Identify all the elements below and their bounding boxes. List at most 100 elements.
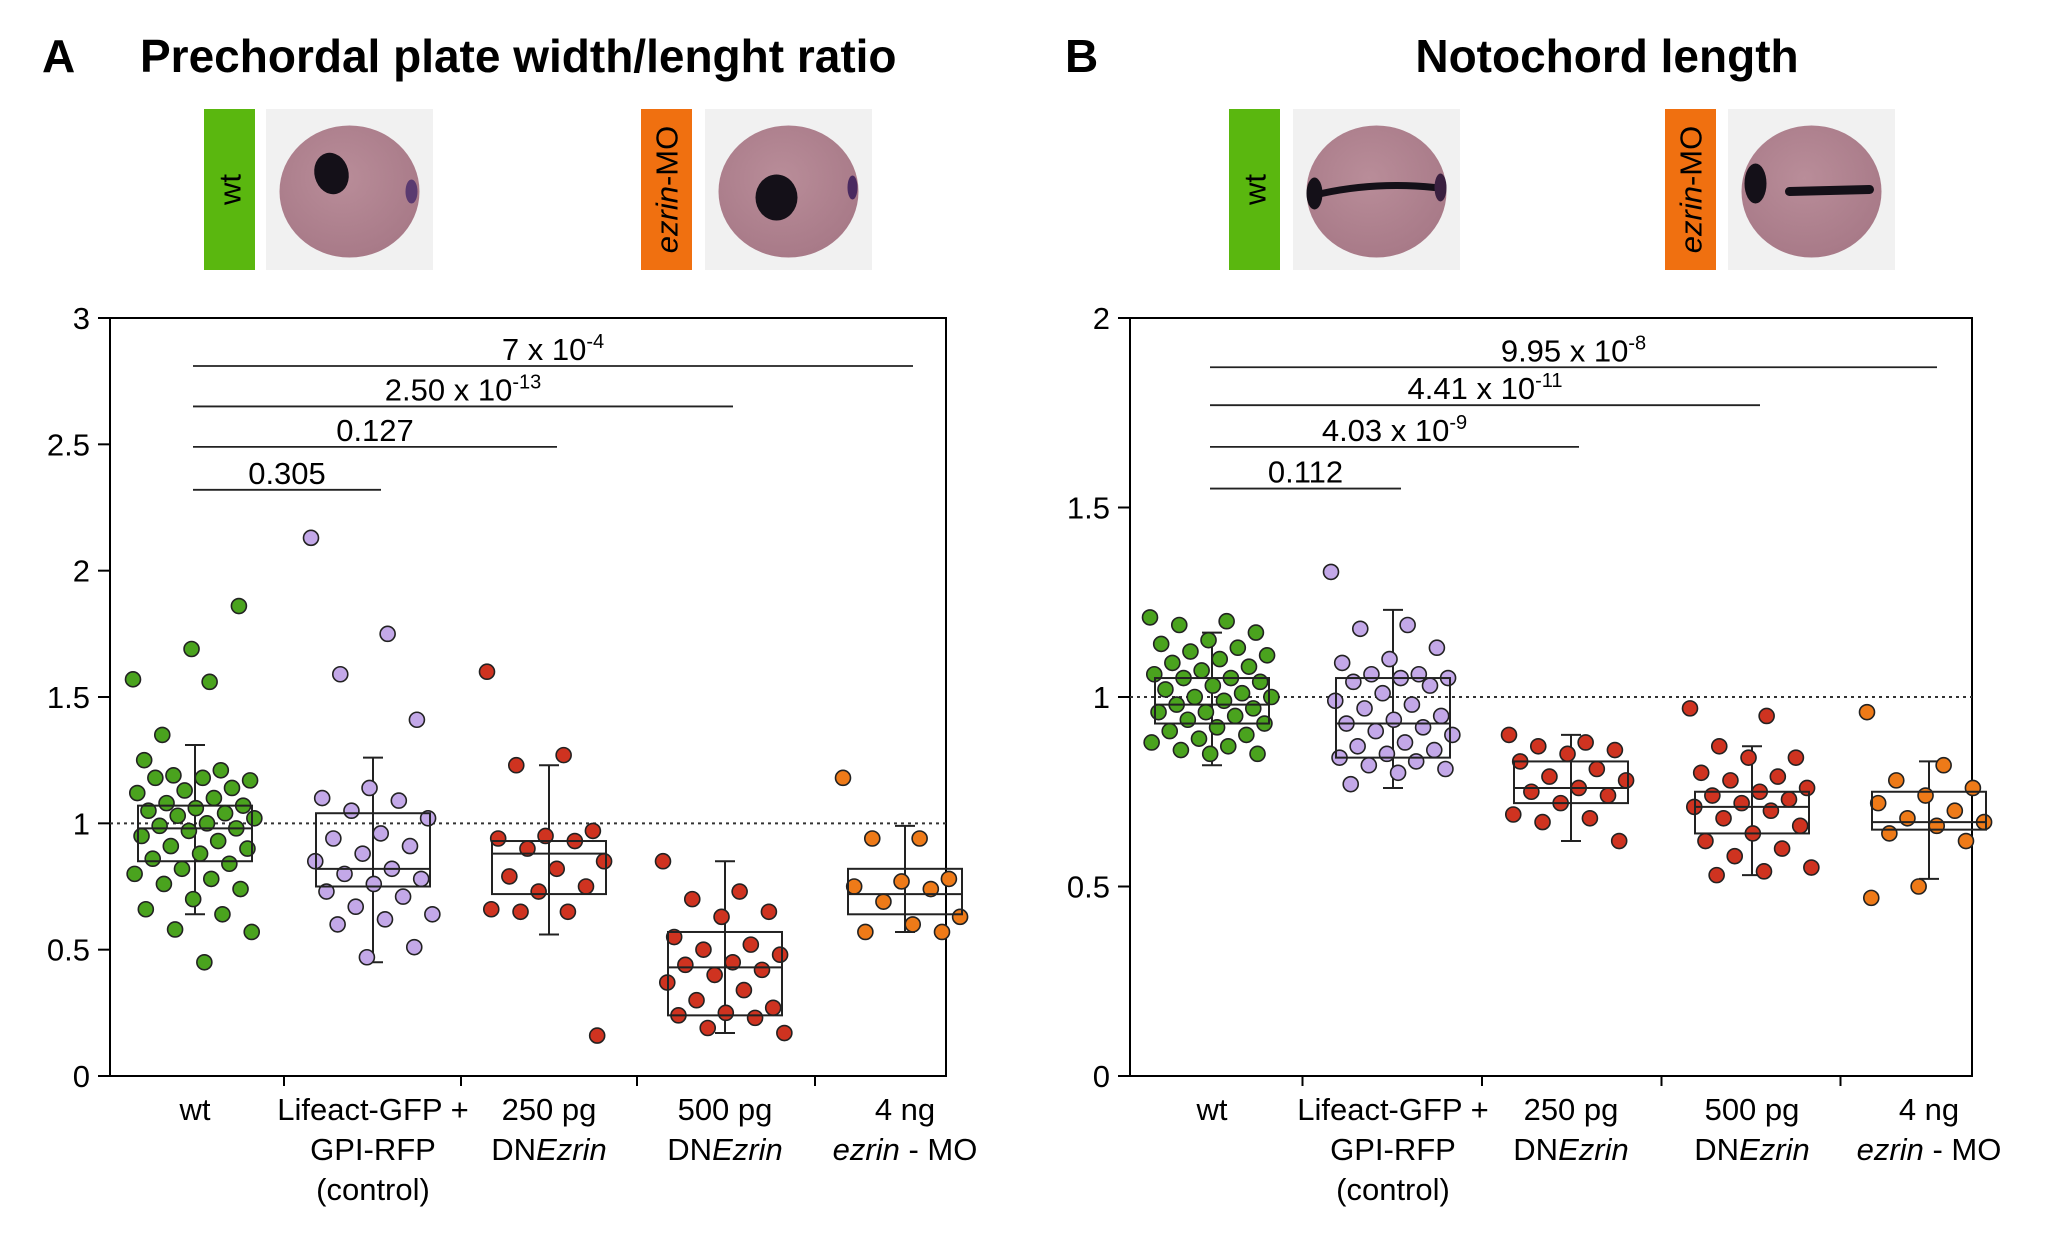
data-point [1437, 760, 1454, 778]
y-tick-label: 0.5 [47, 933, 90, 968]
data-point [1917, 787, 1934, 804]
data-point [424, 905, 441, 923]
data-point [478, 663, 496, 681]
data-point [654, 852, 672, 870]
data-point [1444, 726, 1461, 744]
embryo-body [1306, 125, 1447, 258]
data-point [128, 784, 146, 802]
data-point [588, 1027, 606, 1044]
data-group [1141, 609, 1280, 767]
data-point [196, 953, 213, 971]
data-point [1349, 737, 1366, 755]
data-point [1887, 772, 1905, 789]
data-point [1226, 707, 1244, 725]
data-point [764, 999, 782, 1017]
data-point [1244, 700, 1262, 717]
data-point [1432, 707, 1450, 725]
data-point [482, 900, 500, 918]
data-point [166, 921, 184, 938]
data-point [1504, 806, 1522, 823]
data-point [1193, 662, 1210, 679]
data-point [1152, 635, 1170, 653]
data-point [1197, 703, 1215, 721]
data-point [893, 873, 910, 890]
data-point [1190, 730, 1208, 747]
box [1871, 790, 1987, 831]
data-point [1389, 764, 1407, 782]
data-point [336, 865, 353, 883]
data-point [595, 852, 613, 870]
y-tick-label: 1.5 [1067, 491, 1110, 526]
data-point [140, 802, 157, 820]
data-point [325, 830, 342, 847]
data-point [1229, 639, 1247, 657]
embryo-thumbnail: ezrin-MO [641, 109, 872, 270]
data-point [1710, 737, 1728, 755]
data-group [654, 852, 793, 1042]
data-point [169, 807, 187, 825]
data-point [1249, 745, 1266, 763]
data-point [241, 772, 259, 789]
condition-label-box [204, 109, 255, 270]
data-point [776, 1024, 793, 1042]
data-point [194, 769, 212, 787]
data-point [1233, 684, 1251, 702]
data-point [1186, 688, 1204, 706]
data-point [1588, 760, 1606, 778]
data-point [742, 936, 760, 953]
data-point [1238, 726, 1255, 744]
condition-label-box [641, 109, 692, 270]
panel-letter-a: A [42, 30, 75, 82]
data-point [1500, 726, 1518, 744]
data-point [548, 860, 566, 878]
x-category-label: wt [179, 1092, 211, 1127]
stain-mark [1306, 177, 1323, 210]
data-point [1899, 809, 1916, 827]
p-value-label: 2.50 x 10-13 [385, 371, 541, 407]
data-point [683, 890, 701, 908]
data-point [302, 529, 320, 547]
data-point [1367, 722, 1385, 740]
data-point [147, 769, 164, 787]
data-point [223, 779, 241, 797]
p-value-label: 9.95 x 10-8 [1501, 332, 1646, 368]
data-point [1215, 692, 1233, 710]
data-point [951, 908, 969, 926]
box [491, 840, 607, 896]
data-point [133, 827, 150, 845]
data-point [1161, 722, 1179, 740]
data-point [246, 809, 263, 827]
data-point [1529, 737, 1547, 755]
data-point [376, 911, 394, 928]
y-tick-label: 0 [73, 1059, 90, 1094]
data-point [1240, 658, 1258, 675]
data-group [478, 663, 613, 1044]
data-point [1247, 624, 1265, 641]
data-point [1201, 745, 1219, 763]
x-category-label: Lifeact-GFP + GPI-RFP (control) [277, 1092, 469, 1207]
data-point [699, 1019, 717, 1037]
data-point [1410, 665, 1428, 683]
data-point [731, 883, 748, 900]
data-point [904, 916, 922, 933]
data-point [1211, 650, 1229, 668]
data-point [379, 625, 396, 643]
data-point [191, 845, 209, 862]
data-point [507, 756, 525, 774]
data-point [401, 837, 419, 855]
data-point [1708, 866, 1725, 884]
data-point [940, 870, 958, 888]
data-point [158, 794, 175, 812]
x-category-label: 500 pg DNEzrin [1694, 1092, 1809, 1167]
panel-b: B Notochord length wt ezrin-MO 0 0.5 1 1.5 2 w… [1065, 30, 2001, 1207]
data-point [205, 789, 223, 807]
data-point [1251, 673, 1269, 691]
data-point [1791, 817, 1809, 835]
data-point [214, 905, 231, 923]
condition-label-box [1665, 109, 1716, 270]
p-value-label: 0.305 [248, 456, 326, 491]
data-point [1414, 719, 1432, 736]
data-point [1758, 707, 1775, 725]
data-point [405, 938, 423, 956]
embryo-thumbnail: wt [204, 109, 433, 270]
